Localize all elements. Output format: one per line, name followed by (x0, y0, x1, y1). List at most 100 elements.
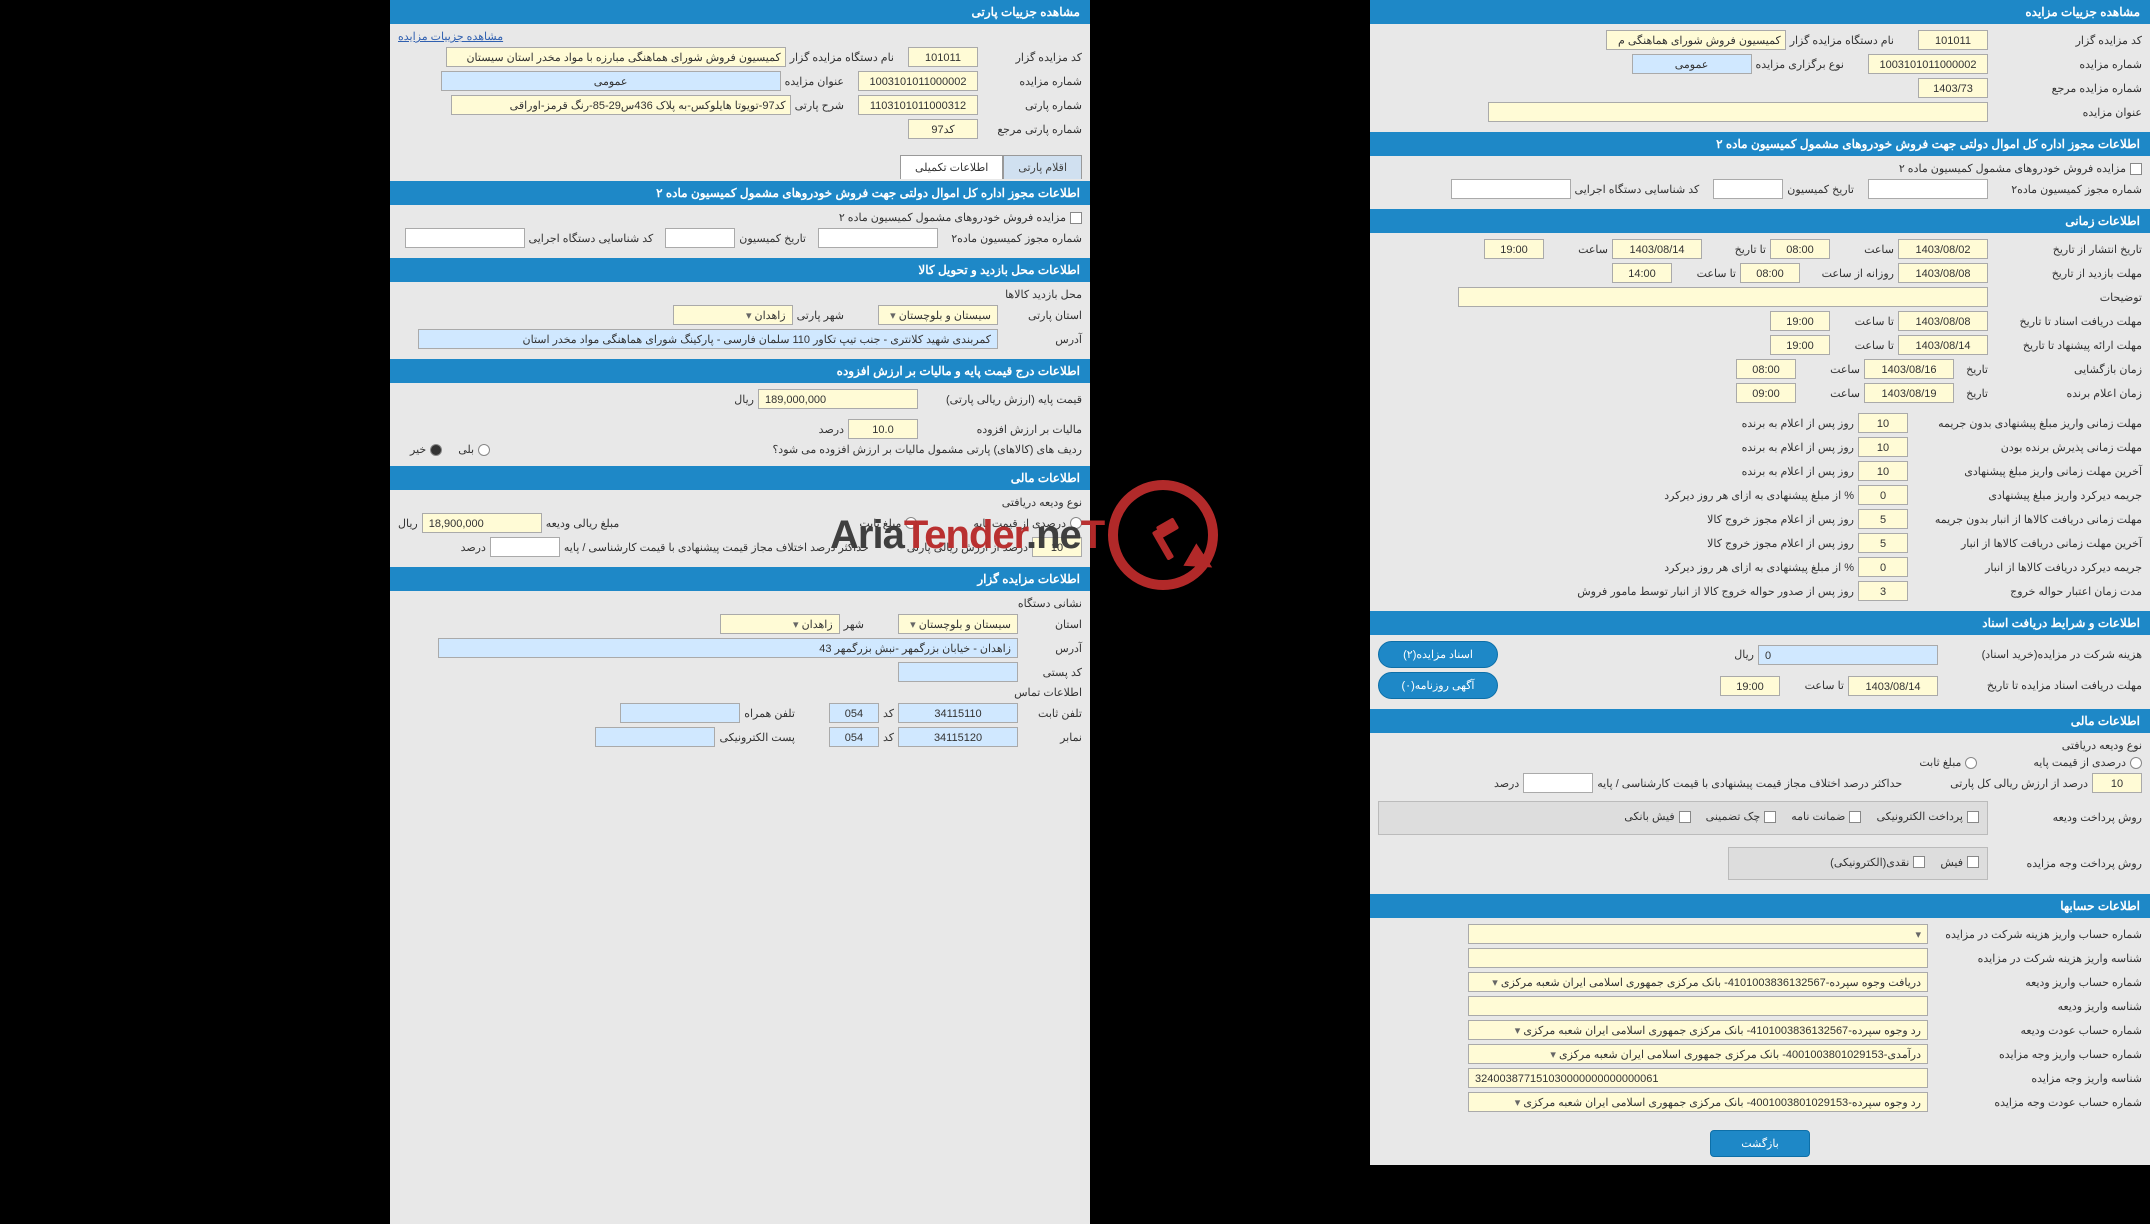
id-auction-fee-field[interactable]: 324003877151030000000000000061 (1468, 1068, 1928, 1088)
acct-refund-auction-fee-select[interactable]: رد وجوه سپرده-4001003801029153- بانک مرک… (1468, 1092, 1928, 1112)
slip-checkbox[interactable]: فیش (1940, 856, 1979, 869)
no-radio[interactable]: خیر (410, 443, 442, 456)
deposit-amount-label: مبلغ ریالی ودیعه (546, 517, 620, 530)
envelope-open-date-label: تاریخ (1958, 363, 1988, 376)
r-party-desc-field: کد97-تویوتا هایلوکس-به پلاک 436س29-85-رن… (451, 95, 791, 115)
phone-label: تلفن ثابت (1022, 707, 1082, 720)
back-button[interactable]: بازگشت (1710, 1130, 1810, 1157)
newspaper-button[interactable]: آگهی روزنامه(۰) (1378, 672, 1498, 699)
hour-label-1: ساعت (1834, 243, 1894, 256)
id-deposit-fee-field[interactable] (1468, 948, 1928, 968)
last-deposit-field: 10 (1858, 461, 1908, 481)
email-field[interactable] (595, 727, 715, 747)
city2-select[interactable]: زاهدان (720, 614, 840, 634)
last-deposit-label: آخرین مهلت زمانی واریز مبلغ پیشنهادی (1912, 465, 2142, 478)
participation-cost-label: هزینه شرکت در مزایده(خرید اسناد) (1942, 648, 2142, 661)
envelope-open-field: 1403/08/16 (1864, 359, 1954, 379)
darsad-label-1: درصد (1494, 777, 1519, 790)
winner-announce-date-label: تاریخ (1958, 387, 1988, 400)
r-auction-title-label: عنوان مزایده (785, 75, 844, 88)
goods-delay-penalty-label: جریمه دیرکرد دریافت کالاها از انبار (1912, 561, 2142, 574)
accept-deadline-label: مهلت زمانی پذیرش برنده بودن (1912, 441, 2142, 454)
code-label-2: کد (883, 731, 894, 744)
m2-checkbox[interactable] (2130, 163, 2142, 175)
acct-deposit-label: شماره حساب واریز ودیعه (1932, 976, 2142, 989)
security-check-checkbox[interactable]: چک تضمینی (1706, 810, 1776, 823)
r-comm-date-field[interactable] (665, 228, 735, 248)
address-label: آدرس (1002, 333, 1082, 346)
publish-to-field: 1403/08/14 (1612, 239, 1702, 259)
permit-num-field[interactable] (1868, 179, 1988, 199)
city-select[interactable]: زاهدان (673, 305, 793, 325)
base-price-label: قیمت پایه (ارزش ریالی پارتی) (922, 393, 1082, 406)
email-label: پست الکترونیکی (719, 731, 795, 744)
auction-payment-method-label: روش پرداخت وجه مزایده (1992, 857, 2142, 870)
r-m2-checkbox-label: مزایده فروش خودروهای مشمول کمیسیون ماده … (839, 211, 1066, 224)
acct-deposit-select[interactable]: دریافت وجوه سپرده-4101003836132567- بانک… (1468, 972, 1928, 992)
province2-select[interactable]: سیستان و بلوچستان (898, 614, 1018, 634)
mobile-field[interactable] (620, 703, 740, 723)
publish-from-field: 1403/08/02 (1898, 239, 1988, 259)
pct-per-day-1: % از مبلغ پیشنهادی به ازای هر روز دیرکرد (1664, 489, 1854, 502)
fax-code-field[interactable]: 054 (829, 727, 879, 747)
r-m2-checkbox[interactable] (1070, 212, 1082, 224)
delay-penalty-label: جریمه دیرکرد واریز مبلغ پیشنهادی (1912, 489, 2142, 502)
fax-field[interactable]: 34115120 (898, 727, 1018, 747)
address2-field[interactable]: زاهدان - خیابان بزرگمهر -نبش بزرگمهر 43 (438, 638, 1018, 658)
phone-code-field[interactable]: 054 (829, 703, 879, 723)
party-details-panel: مشاهده جزییات پارتی مشاهده جزییات مزایده… (390, 0, 1090, 1224)
postal-code-field[interactable] (898, 662, 1018, 682)
auctioneer-name-field: کمیسیون فروش شورای هماهنگی م (1606, 30, 1786, 50)
panel-header-accounts: اطلاعات حسابها (1370, 894, 2150, 918)
epayment-checkbox[interactable]: پرداخت الکترونیکی (1876, 810, 1979, 823)
cash-elec-checkbox[interactable]: نقدی(الکترونیکی) (1830, 856, 1925, 869)
r-permit-num-label: شماره مجوز کمیسیون ماده۲ (942, 232, 1082, 245)
r-party-ref-field: کد97 (908, 119, 978, 139)
exec-code-field[interactable] (1451, 179, 1571, 199)
comm-date-field[interactable] (1713, 179, 1783, 199)
deadline-offer-time-field: 19:00 (1770, 335, 1830, 355)
participation-cost-field: 0 (1758, 645, 1938, 665)
acct-auction-fee-select[interactable]: درآمدی-4001003801029153- بانک مرکزی جمهو… (1468, 1044, 1928, 1064)
acct-refund-deposit-select[interactable]: رد وجوه سپرده-4101003836132567- بانک مرک… (1468, 1020, 1928, 1040)
docs-button[interactable]: اسناد مزایده(۲) (1378, 641, 1498, 668)
max-diff-input[interactable] (1523, 773, 1593, 793)
auction-details-link[interactable]: مشاهده جزییات مزایده (398, 30, 503, 43)
yes-radio[interactable]: بلی (458, 443, 490, 456)
province-select[interactable]: سیستان و بلوچستان (878, 305, 998, 325)
to-hour-label-2: تا ساعت (1834, 315, 1894, 328)
r-permit-num-field[interactable] (818, 228, 938, 248)
m2-checkbox-label: مزایده فروش خودروهای مشمول کمیسیون ماده … (1899, 162, 2126, 175)
city2-label: شهر (844, 618, 864, 631)
tab-items[interactable]: اقلام پارتی (1003, 155, 1082, 179)
r-exec-code-field[interactable] (405, 228, 525, 248)
deposit-deadline-field: 10 (1858, 413, 1908, 433)
days-after-announce-1: روز پس از اعلام به برنده (1742, 417, 1854, 430)
phone-field[interactable]: 34115110 (898, 703, 1018, 723)
tab-more-info[interactable]: اطلاعات تکمیلی (900, 155, 1003, 179)
fixed-amount-radio[interactable]: مبلغ ثابت (1919, 756, 1977, 769)
acct-deposit-fee-select[interactable] (1468, 924, 1928, 944)
hour-label-3: ساعت (1800, 363, 1860, 376)
max-diff-pct-field: 10 (2092, 773, 2142, 793)
panel-header-finance: اطلاعات مالی (1370, 709, 2150, 733)
rial-label-3: ریال (398, 517, 418, 530)
pct-of-base-radio[interactable]: درصدی از قیمت پایه (2033, 756, 2142, 769)
holding-type-label: نوع برگزاری مزایده (1756, 58, 1844, 71)
province-label: استان پارتی (1002, 309, 1082, 322)
province2-label: استان (1022, 618, 1082, 631)
address-field[interactable]: کمربندی شهید کلانتری - جنب تیپ تکاور 110… (418, 329, 998, 349)
exit-permit-validity-label: مدت زمان اعتبار حواله خروج (1912, 585, 2142, 598)
contact-info-label: اطلاعات تماس (1014, 686, 1082, 699)
doc-deadline-field: 1403/08/14 (1848, 676, 1938, 696)
bank-slip-checkbox[interactable]: فیش بانکی (1624, 810, 1690, 823)
acct-refund-deposit-label: شماره حساب عودت ودیعه (1932, 1024, 2142, 1037)
r-max-diff-input[interactable] (490, 537, 560, 557)
permit-num-label: شماره مجوز کمیسیون ماده۲ (1992, 183, 2142, 196)
id-deposit-field[interactable] (1468, 996, 1928, 1016)
notes-field[interactable] (1458, 287, 1988, 307)
bank-guarantee-checkbox[interactable]: ضمانت نامه (1791, 810, 1861, 823)
pct-per-day-2: % از مبلغ پیشنهادی به ازای هر روز دیرکرد (1664, 561, 1854, 574)
envelope-open-time-field: 08:00 (1736, 359, 1796, 379)
publish-from-label: تاریخ انتشار از تاریخ (1992, 243, 2142, 256)
